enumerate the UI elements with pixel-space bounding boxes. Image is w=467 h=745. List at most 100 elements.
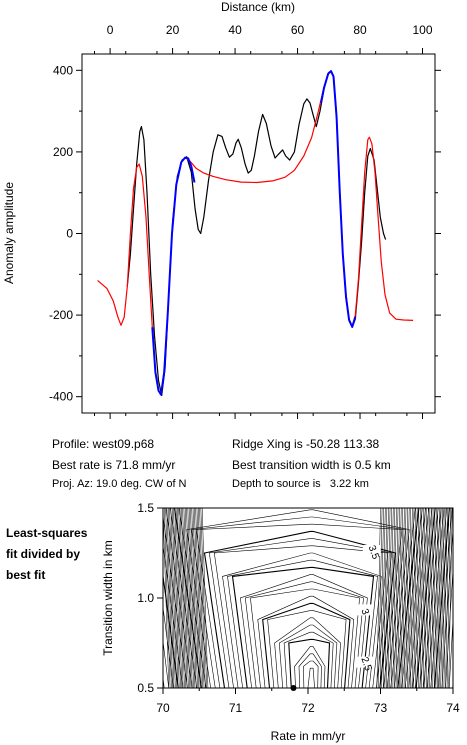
contour-line — [419, 508, 424, 688]
best-rate: Best rate is 71.8 mm/yr — [52, 458, 176, 472]
contour-line — [239, 574, 368, 688]
contour-line — [250, 588, 360, 688]
contour-line — [163, 508, 445, 688]
contour-line — [376, 508, 381, 688]
contour-line — [379, 508, 384, 688]
contour-line — [257, 595, 355, 688]
profile-frame — [81, 53, 436, 414]
amplitude-tick-label: -200 — [49, 308, 73, 322]
contour-line — [174, 508, 181, 688]
rate-axis-label: Rate in mm/yr — [271, 729, 346, 743]
ridge-crossing: Ridge Xing is -50.28 113.38 — [232, 437, 380, 451]
contour-description-line: best fit — [6, 568, 46, 582]
contour-line — [448, 614, 453, 688]
contour-line — [406, 508, 412, 688]
contour-line — [222, 552, 382, 688]
anomaly-profile-chart: 0 20 40 60 80 100 -400 -200 0 200 400 Distance (k… — [2, 0, 441, 419]
contour-line — [389, 508, 394, 688]
width-tick-label: 0.5 — [137, 681, 154, 695]
best-fit-point — [290, 685, 297, 691]
contour-line — [378, 508, 383, 688]
contour-label-backdrop — [355, 656, 374, 668]
contour-label: 2.5 — [358, 656, 373, 673]
contour-line — [244, 581, 364, 688]
contour-labels: 2.5 3 3.5 — [354, 544, 381, 673]
contour-line — [170, 508, 177, 688]
contour-line — [384, 508, 389, 688]
contour-line — [430, 508, 435, 688]
contour-line — [186, 509, 410, 688]
contour-line — [298, 653, 322, 688]
contour-line — [213, 545, 389, 688]
contour-line — [411, 508, 416, 688]
contour-line — [434, 508, 439, 688]
contour-line — [262, 602, 351, 688]
contour-line — [422, 508, 428, 688]
contour-line — [183, 508, 190, 688]
contour-line — [177, 508, 184, 688]
contour-line — [400, 508, 405, 688]
contour-line — [395, 508, 400, 688]
rate-tick-label: 72 — [301, 701, 315, 715]
amplitude-tick-label: -400 — [49, 390, 73, 404]
contour-label-backdrop — [362, 545, 381, 556]
contour-line — [227, 559, 378, 688]
contour-line — [442, 508, 447, 688]
contour-line — [171, 508, 179, 688]
contour-line — [303, 660, 319, 688]
contour-line — [195, 508, 202, 688]
contour-line — [201, 508, 209, 688]
contour-line — [410, 508, 415, 688]
projection-azimuth: Proj. Az: 19.0 deg. CW of N — [52, 478, 187, 490]
contour-line — [418, 508, 423, 688]
contour-line — [178, 508, 185, 688]
contour-line — [173, 508, 180, 688]
contour-line — [194, 508, 201, 688]
contour-line — [438, 508, 443, 688]
contour-line — [167, 508, 175, 688]
contour-line — [307, 667, 315, 688]
width-axis-label: Transition width in km — [101, 540, 115, 656]
contour-line — [179, 508, 187, 688]
contour-line — [274, 617, 341, 688]
width-tick-label: 1.0 — [137, 591, 154, 605]
contour-line — [398, 508, 404, 688]
fit-profile-line — [320, 70, 357, 328]
amplitude-tick-label: 400 — [53, 63, 73, 77]
contour-line — [448, 508, 453, 688]
distance-axis-label: Distance (km) — [221, 0, 295, 14]
contour-line — [383, 508, 388, 688]
contour-line — [402, 508, 407, 688]
fit-profile-line — [151, 156, 196, 396]
contour-line — [397, 508, 402, 688]
contour-line — [405, 508, 410, 688]
contour-line — [437, 508, 442, 688]
contour-line — [163, 508, 442, 688]
contour-line — [445, 564, 453, 688]
contour-line — [440, 508, 445, 688]
rate-tick-label: 73 — [374, 701, 388, 715]
width-tick-label: 1.5 — [137, 501, 154, 515]
depth-to-source: Depth to source is 3.22 km — [232, 478, 369, 490]
best-transition-width: Best transition width is 0.5 km — [232, 458, 391, 472]
contour-line — [190, 508, 197, 688]
contour-line — [191, 508, 198, 688]
contour-line — [445, 508, 450, 688]
contour-line — [181, 508, 188, 688]
contour-line — [416, 508, 421, 688]
contour-line — [182, 508, 189, 688]
contour-line — [278, 624, 338, 688]
contour-line — [184, 508, 192, 688]
contour-line — [392, 508, 397, 688]
amplitude-tick-label: 0 — [66, 227, 73, 241]
contour-line — [199, 508, 206, 688]
distance-tick-label: 100 — [412, 23, 432, 37]
contour-line — [427, 508, 432, 688]
distance-tick-label: 20 — [166, 23, 180, 37]
contour-line — [443, 508, 448, 688]
contour-line — [403, 508, 408, 688]
contour-line — [203, 530, 397, 688]
width-axis-ticks: 0.5 1.0 1.5 — [137, 501, 163, 695]
contour-line — [187, 508, 194, 688]
amplitude-axis-ticks: -400 -200 0 200 400 — [49, 63, 441, 404]
